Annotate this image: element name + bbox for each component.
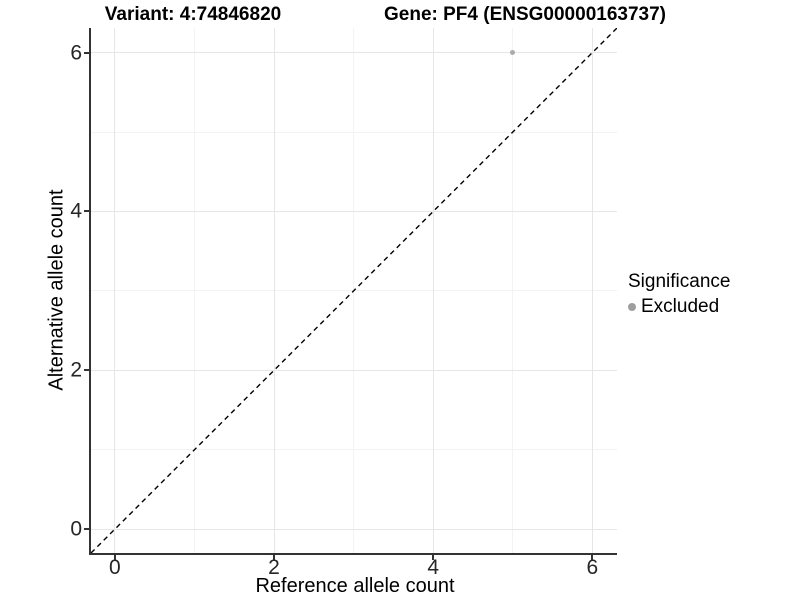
- legend-item-excluded: Excluded: [628, 296, 730, 318]
- y-minor-gridline: [91, 131, 617, 133]
- legend-point-icon: [628, 303, 636, 311]
- y-tick-mark: [84, 210, 89, 213]
- x-major-gridline: [591, 28, 593, 553]
- y-tick-mark: [84, 369, 89, 372]
- x-tick-mark: [273, 555, 276, 560]
- y-major-gridline: [91, 210, 617, 212]
- x-tick-mark: [432, 555, 435, 560]
- y-tick-label: 6: [70, 41, 82, 65]
- y-tick-label: 4: [70, 199, 82, 223]
- x-tick-label: 6: [586, 556, 599, 579]
- y-tick-label: 0: [70, 517, 82, 541]
- plot-panel: [89, 28, 617, 555]
- x-tick-mark: [113, 555, 116, 560]
- x-major-gridline: [114, 28, 116, 553]
- x-major-gridline: [273, 28, 275, 553]
- x-tick-label: 2: [268, 556, 280, 579]
- identity-dashed-line: [91, 28, 617, 553]
- y-major-gridline: [91, 52, 617, 54]
- x-tick-mark: [591, 555, 594, 560]
- legend: Significance Excluded: [628, 271, 730, 318]
- y-major-gridline: [91, 369, 617, 371]
- y-minor-gridline: [91, 449, 617, 451]
- legend-item-label: Excluded: [641, 296, 720, 317]
- x-tick-label: 4: [427, 556, 440, 579]
- y-tick-mark: [84, 528, 89, 531]
- y-tick-mark: [84, 51, 89, 54]
- variant-title: Variant: 4:74846820: [104, 4, 282, 25]
- x-axis-title: Reference allele count: [255, 575, 455, 597]
- gene-title: Gene: PF4 (ENSG00000163737): [384, 4, 666, 25]
- y-tick-label: 2: [70, 358, 82, 382]
- data-point: [510, 50, 516, 56]
- legend-title: Significance: [628, 271, 731, 292]
- x-major-gridline: [432, 28, 434, 553]
- y-major-gridline: [91, 528, 617, 530]
- x-tick-label: 0: [109, 556, 121, 579]
